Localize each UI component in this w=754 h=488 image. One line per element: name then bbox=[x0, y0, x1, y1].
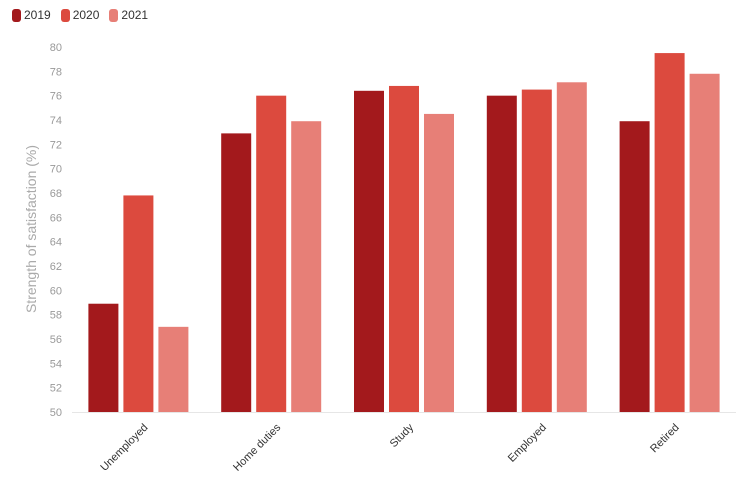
chart-legend: 2019 2020 2021 bbox=[12, 8, 148, 22]
y-axis-title: Strength of satisfaction (%) bbox=[23, 145, 39, 313]
x-category-label: Home duties bbox=[231, 421, 284, 474]
x-category-label: Unemployed bbox=[98, 422, 150, 474]
legend-label: 2019 bbox=[24, 8, 51, 22]
legend-item-2021[interactable]: 2021 bbox=[109, 8, 148, 22]
y-tick-label: 56 bbox=[50, 334, 62, 346]
y-tick-label: 64 bbox=[50, 237, 62, 249]
legend-item-2020[interactable]: 2020 bbox=[60, 8, 100, 22]
bar-2020-retired bbox=[654, 53, 685, 412]
y-tick-label: 74 bbox=[50, 115, 62, 127]
bar-2019-home-duties bbox=[221, 133, 252, 412]
y-tick-label: 52 bbox=[50, 383, 62, 395]
bar-2019-study bbox=[354, 90, 384, 413]
legend-swatch bbox=[60, 8, 70, 22]
y-tick-label: 72 bbox=[50, 139, 62, 151]
legend-swatch bbox=[109, 8, 119, 22]
y-tick-label: 58 bbox=[50, 310, 62, 322]
bar-2020-home-duties bbox=[256, 95, 287, 413]
bar-2020-employed bbox=[521, 89, 552, 412]
y-tick-label: 76 bbox=[50, 91, 62, 103]
y-tick-label: 80 bbox=[50, 42, 62, 54]
bar-2019-employed bbox=[486, 95, 517, 413]
y-tick-label: 66 bbox=[50, 212, 62, 224]
bar-2021-employed bbox=[556, 82, 587, 413]
legend-swatch bbox=[12, 8, 21, 22]
y-tick-label: 78 bbox=[50, 66, 62, 78]
bar-2021-unemployed bbox=[158, 326, 189, 412]
bar-2021-retired bbox=[689, 73, 720, 413]
y-tick-label: 60 bbox=[50, 285, 62, 297]
x-category-label: Employed bbox=[506, 422, 549, 465]
legend-label: 2021 bbox=[121, 8, 149, 22]
bar-2020-unemployed bbox=[123, 195, 154, 412]
y-tick-label: 54 bbox=[50, 358, 62, 370]
bar-2020-study bbox=[389, 85, 419, 412]
bar-2021-home-duties bbox=[291, 121, 322, 412]
x-category-label: Study bbox=[388, 421, 417, 450]
y-tick-label: 62 bbox=[50, 261, 62, 273]
x-category-label: Retired bbox=[648, 422, 682, 456]
legend-item-2019[interactable]: 2019 bbox=[12, 8, 51, 22]
legend-label: 2020 bbox=[72, 8, 100, 22]
bar-2019-retired bbox=[619, 121, 650, 412]
y-tick-label: 50 bbox=[50, 407, 62, 419]
y-tick-label: 70 bbox=[50, 164, 62, 176]
bar-2021-study bbox=[424, 113, 454, 413]
y-tick-label: 68 bbox=[50, 188, 62, 200]
bar-2019-unemployed bbox=[88, 303, 119, 412]
